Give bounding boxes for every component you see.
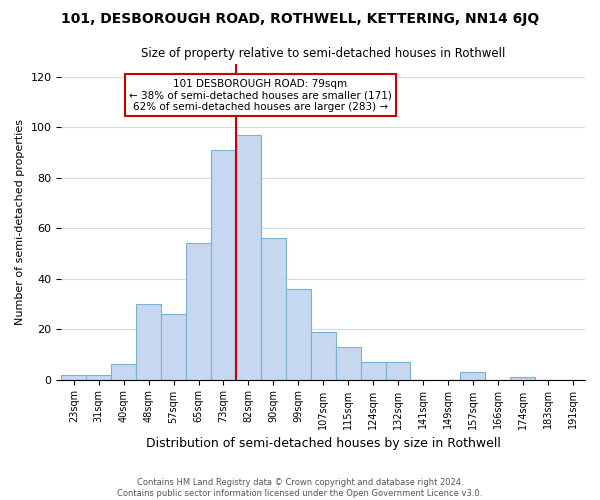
Bar <box>161 314 186 380</box>
Bar <box>186 244 211 380</box>
Bar <box>61 374 86 380</box>
Y-axis label: Number of semi-detached properties: Number of semi-detached properties <box>15 119 25 325</box>
Bar <box>510 377 535 380</box>
X-axis label: Distribution of semi-detached houses by size in Rothwell: Distribution of semi-detached houses by … <box>146 437 500 450</box>
Bar <box>460 372 485 380</box>
Bar <box>111 364 136 380</box>
Bar <box>86 374 111 380</box>
Text: Contains HM Land Registry data © Crown copyright and database right 2024.
Contai: Contains HM Land Registry data © Crown c… <box>118 478 482 498</box>
Bar <box>335 347 361 380</box>
Bar <box>236 135 261 380</box>
Text: 101 DESBOROUGH ROAD: 79sqm
← 38% of semi-detached houses are smaller (171)
62% o: 101 DESBOROUGH ROAD: 79sqm ← 38% of semi… <box>129 78 392 112</box>
Text: 101, DESBOROUGH ROAD, ROTHWELL, KETTERING, NN14 6JQ: 101, DESBOROUGH ROAD, ROTHWELL, KETTERIN… <box>61 12 539 26</box>
Bar <box>136 304 161 380</box>
Bar <box>386 362 410 380</box>
Bar <box>361 362 386 380</box>
Bar <box>311 332 335 380</box>
Title: Size of property relative to semi-detached houses in Rothwell: Size of property relative to semi-detach… <box>141 48 505 60</box>
Bar <box>286 289 311 380</box>
Bar <box>211 150 236 380</box>
Bar <box>261 238 286 380</box>
